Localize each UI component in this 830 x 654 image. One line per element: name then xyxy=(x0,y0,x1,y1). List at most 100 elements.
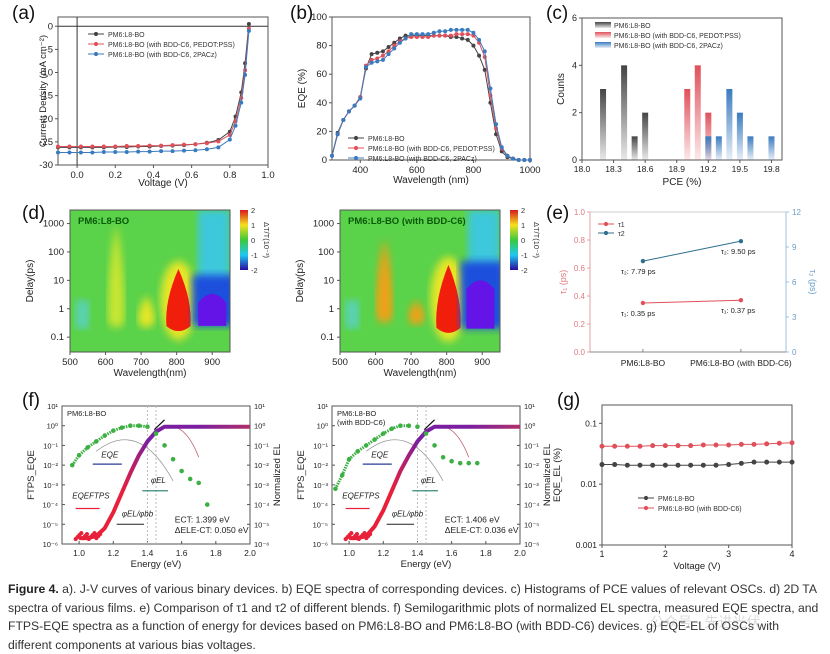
data-point xyxy=(196,480,202,486)
data-point xyxy=(466,460,472,466)
data-point xyxy=(522,158,527,162)
legend-item-1-label: PM6:L8-BO (with BDD-C6, PEDOT:PSS) xyxy=(108,42,235,49)
histogram-bar xyxy=(705,136,712,160)
y-right-tick-label: 10¹ xyxy=(254,402,265,411)
data-point xyxy=(415,424,420,430)
y-right-tick-label: 12 xyxy=(792,208,801,217)
data-point xyxy=(182,148,186,153)
data-point xyxy=(650,462,656,468)
data-point xyxy=(643,495,649,501)
data-point xyxy=(353,135,359,141)
data-point xyxy=(448,27,453,32)
x-tick-label: 2 xyxy=(663,549,668,559)
x-tick-label: 600 xyxy=(98,357,114,368)
data-point xyxy=(443,33,448,38)
y-tick-label: 6 xyxy=(572,13,577,23)
annotation-phi-ratio: φEL/φbb xyxy=(122,509,154,518)
data-point xyxy=(776,440,782,446)
data-point xyxy=(101,144,106,149)
x-tick-label: 600 xyxy=(409,165,425,176)
data-point xyxy=(56,144,60,149)
data-point xyxy=(92,531,97,536)
data-point xyxy=(726,462,732,468)
colorbar-tick-label: 2 xyxy=(521,206,525,215)
y-right-tick-label: 10⁻² xyxy=(254,461,269,470)
heatmap-feature-1 xyxy=(138,295,155,328)
el-ftps-chart-bddc6: 1.0 1.2 1.4 1.6 1.8 2.0 10¹ 10¹ 10⁰ 10⁰ 10⁻¹ 10⁻¹ 10… xyxy=(296,402,550,570)
series-line-τ1 xyxy=(642,299,741,304)
y-left-tick-label: 0.4 xyxy=(574,292,586,301)
ta-heatmap-chart-bddc6: PM6:L8-BO (with BDD-C6) 500 600 700 800 900 0.… xyxy=(295,206,541,379)
data-point xyxy=(650,443,656,449)
y-left-tick-label: 10⁻³ xyxy=(43,481,58,490)
y-right-tick-label: 10⁻⁵ xyxy=(524,520,539,529)
y-right-tick-label: 6 xyxy=(792,278,797,287)
legend-item-0-label: PM6:L8-BO xyxy=(108,32,145,39)
y-tick-label: 1 xyxy=(329,304,334,315)
data-point xyxy=(147,149,152,154)
data-point xyxy=(375,59,380,64)
colorbar-tick-label: 0 xyxy=(521,236,525,245)
data-point xyxy=(216,139,221,144)
data-point xyxy=(726,442,732,448)
data-label: τ₂: 7.79 ps xyxy=(621,267,656,276)
panel-label-e: (e) xyxy=(546,203,570,224)
data-point xyxy=(505,153,510,158)
heatmap-layer xyxy=(75,210,230,341)
data-point xyxy=(511,156,516,161)
colorbar xyxy=(240,210,248,270)
x-axis-label: PCE (%) xyxy=(663,177,702,188)
data-point xyxy=(409,32,414,37)
x-tick-label: 1.8 xyxy=(480,548,492,558)
x-tick-label: 800 xyxy=(169,357,185,368)
y-tick-label: 10 xyxy=(323,275,334,286)
data-point xyxy=(713,462,719,468)
legend-swatch-0 xyxy=(595,22,611,28)
data-point xyxy=(170,143,175,148)
y-left-tick-label: 0.8 xyxy=(574,236,586,245)
data-point xyxy=(358,96,363,101)
heatmap-feature-2 xyxy=(166,269,191,332)
y-right-tick-label: 0 xyxy=(792,348,797,357)
x-axis-label: Wavelength(nm) xyxy=(384,368,457,379)
heatmap-cyan-region xyxy=(75,300,90,329)
data-point xyxy=(440,454,446,460)
data-point xyxy=(90,150,95,155)
plot-frame xyxy=(331,16,531,161)
data-point xyxy=(159,143,164,148)
annotation-ect: ECT: 1.406 eV xyxy=(445,514,500,524)
data-point xyxy=(789,440,795,446)
legend-item-1-label: PM6:L8-BO (with BDD-C6, PEDOT:PSS) xyxy=(368,146,495,153)
data-point xyxy=(392,46,397,51)
y-tick-label: 60 xyxy=(316,69,327,80)
y-right-axis-label: Normalized EL xyxy=(272,444,280,506)
el-curve xyxy=(334,424,409,490)
y-tick-label: 1 xyxy=(59,304,64,315)
data-point xyxy=(193,148,198,153)
data-point xyxy=(386,45,391,50)
y-right-tick-label: 10⁻⁶ xyxy=(524,540,539,549)
y-right-tick-label: 10⁻⁶ xyxy=(254,540,269,549)
x-tick-label: 1.6 xyxy=(176,548,188,558)
histogram-bar xyxy=(726,89,733,160)
y-tick-label: -25 xyxy=(39,137,53,148)
data-point xyxy=(362,531,367,536)
data-point xyxy=(179,468,184,474)
annotation-eqe-ftps: EQEFTPS xyxy=(72,492,110,501)
histogram-bar xyxy=(600,89,607,160)
data-point xyxy=(90,144,95,149)
y-right-tick-label: 10⁻⁴ xyxy=(254,501,270,510)
intersection-mark xyxy=(153,419,165,431)
y-right-tick-label: 10⁰ xyxy=(524,422,535,431)
data-point xyxy=(93,31,99,37)
data-point xyxy=(454,27,459,32)
heatmap-feature-3 xyxy=(198,293,227,326)
y-tick-label: -5 xyxy=(45,44,53,55)
histogram-bar xyxy=(684,89,691,160)
data-point xyxy=(599,443,605,449)
histogram-bar xyxy=(736,112,743,160)
data-point xyxy=(369,52,374,57)
data-point xyxy=(204,147,209,152)
data-point xyxy=(113,150,118,155)
data-point xyxy=(599,462,605,468)
